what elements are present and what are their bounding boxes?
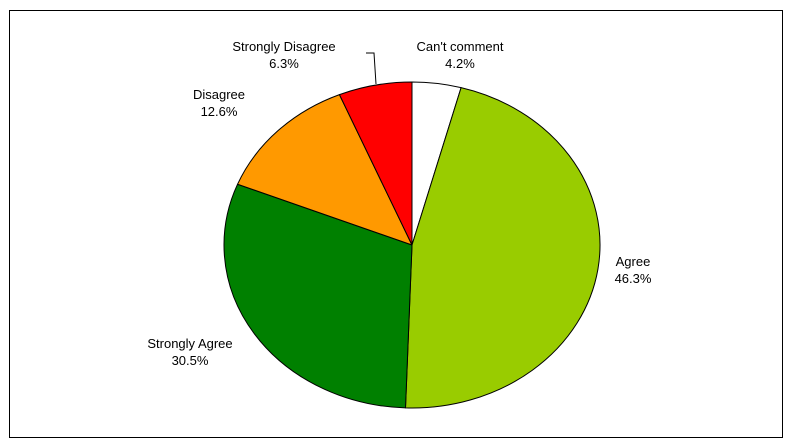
pie-slice-agree <box>405 87 601 409</box>
leader-line-strongly-disagree <box>366 52 377 85</box>
pie-slice-disagree <box>237 94 413 246</box>
slice-label-strongly-disagree: Strongly Disagree <box>232 39 335 54</box>
slice-labels: Can't comment 4.2% Agree 46.3% Strongly … <box>147 39 652 368</box>
slice-label-cant-comment: Can't comment <box>416 39 503 54</box>
slice-value-agree: 46.3% <box>615 271 652 286</box>
slice-label-strongly-agree: Strongly Agree <box>147 336 232 351</box>
slice-value-strongly-disagree: 6.3% <box>269 56 299 71</box>
pie-slices <box>223 81 601 409</box>
slice-label-disagree: Disagree <box>193 87 245 102</box>
slice-label-agree: Agree <box>616 254 651 269</box>
leader-lines <box>366 52 377 85</box>
slice-value-strongly-agree: 30.5% <box>172 353 209 368</box>
pie-slice-strongly-disagree <box>338 81 413 246</box>
pie-slice-strongly-agree <box>223 183 413 409</box>
slice-value-cant-comment: 4.2% <box>445 56 475 71</box>
slice-value-disagree: 12.6% <box>201 104 238 119</box>
